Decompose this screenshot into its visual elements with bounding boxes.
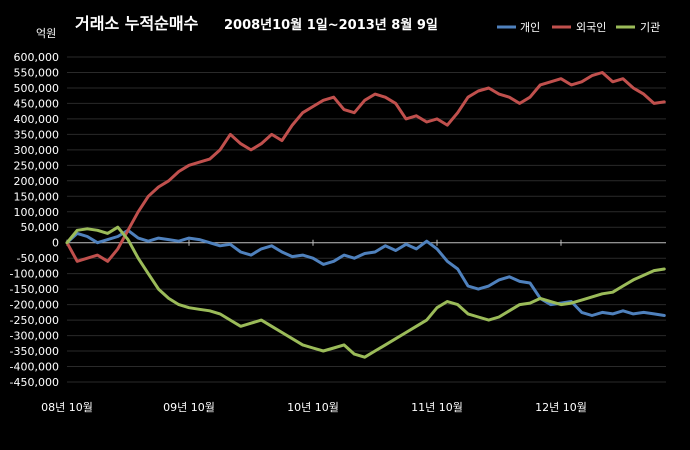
x-tick-label: 08년 10월 — [41, 401, 93, 414]
y-tick-label: -450,000 — [10, 376, 59, 389]
chart-title: 거래소 누적순매수 — [75, 14, 199, 33]
x-tick-label: 12년 10월 — [535, 401, 587, 414]
y-tick-label: 100,000 — [14, 206, 60, 219]
y-tick-label: 500,000 — [14, 82, 60, 95]
y-tick-label: -150,000 — [10, 283, 59, 296]
x-axis: 08년 10월 09년 10월 10년 10월 11년 10월 12년 10월 — [41, 239, 666, 414]
y-tick-label: 250,000 — [14, 159, 60, 172]
gridlines — [67, 56, 666, 383]
chart-subtitle: 2008년10월 1일~2013년 8월 9일 — [224, 17, 438, 33]
y-tick-label: -300,000 — [10, 330, 59, 343]
legend-label: 기관 — [640, 21, 660, 34]
y-tick-label: -50,000 — [17, 252, 59, 265]
y-axis-unit: 억원 — [36, 27, 56, 40]
y-tick-label: -400,000 — [10, 361, 59, 374]
y-tick-label: 200,000 — [14, 175, 60, 188]
y-tick-label: -100,000 — [10, 268, 59, 281]
y-axis: -450,000 -400,000 -350,000 -300,000 -250,000… — [10, 51, 59, 389]
series-line-0 — [65, 228, 666, 317]
series-lines — [65, 71, 666, 359]
series-line-1 — [65, 71, 666, 263]
y-tick-label: 400,000 — [14, 113, 60, 126]
y-tick-label: 600,000 — [14, 51, 60, 64]
x-tick-label: 10년 10월 — [287, 401, 339, 414]
y-tick-label: 50,000 — [21, 221, 60, 234]
y-tick-label: -350,000 — [10, 345, 59, 358]
y-tick-label: 300,000 — [14, 144, 60, 157]
y-tick-label: -250,000 — [10, 314, 59, 327]
x-tick-label: 09년 10월 — [163, 401, 215, 414]
y-tick-label: 0 — [52, 237, 59, 250]
series-line-2 — [65, 225, 666, 359]
legend-label: 외국인 — [576, 21, 606, 34]
x-tick-label: 11년 10월 — [411, 401, 463, 414]
legend-label: 개인 — [520, 21, 540, 34]
y-tick-label: 350,000 — [14, 128, 60, 141]
y-tick-label: 450,000 — [14, 97, 60, 110]
y-tick-label: -200,000 — [10, 299, 59, 312]
legend: 개인 외국인 기관 — [497, 21, 660, 34]
y-tick-label: 150,000 — [14, 190, 60, 203]
y-tick-label: 550,000 — [14, 66, 60, 79]
